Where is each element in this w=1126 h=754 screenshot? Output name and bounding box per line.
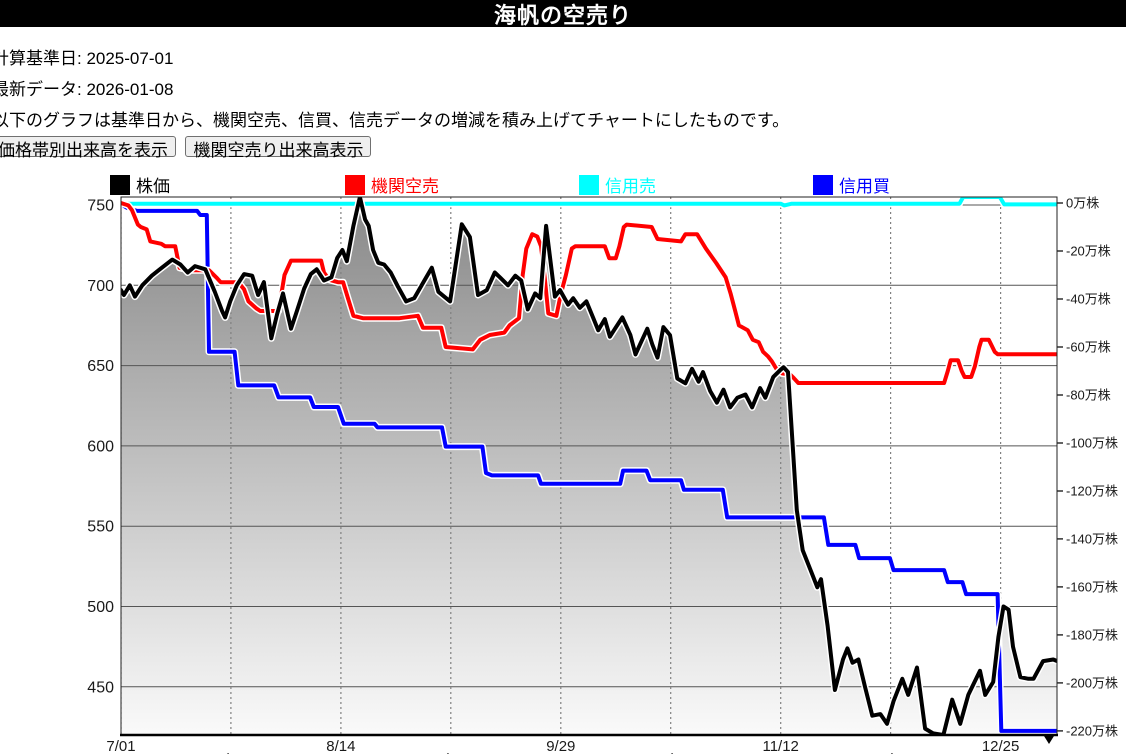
page-title: 海帆の空売り: [493, 3, 632, 28]
y-right-tick-label: -220万株: [1066, 723, 1118, 738]
y-right-tick-label: -180万株: [1066, 627, 1118, 642]
title-bar: 海帆の空売り: [0, 0, 1126, 28]
x-tick-label: 12/04: [872, 751, 910, 754]
x-tick-label: 9/29: [546, 738, 575, 754]
base-date-label: 計算基準日: 2025-07-01: [0, 49, 174, 68]
y-left-tick-label: 600: [87, 438, 114, 455]
y-right-tick-label: -140万株: [1066, 531, 1118, 546]
legend-item-margin-buy: 信用買: [813, 172, 890, 196]
y-left-tick-label: 500: [87, 599, 114, 616]
y-right-tick-label: -20万株: [1066, 244, 1111, 259]
y-right-tick-label: -160万株: [1066, 579, 1118, 594]
short-volume-button[interactable]: 機関空売り出来高表示: [185, 136, 372, 160]
legend-label: 信用売: [605, 177, 656, 196]
series-株価: [121, 197, 1057, 735]
y-right-tick-label: -80万株: [1066, 388, 1111, 403]
legend-item-margin-sell: 信用売: [579, 172, 656, 196]
y-left-tick-label: 650: [87, 358, 114, 375]
series-信用買: [121, 202, 1057, 733]
y-left-tick-label: 700: [87, 278, 114, 295]
y-right-tick-label: -100万株: [1066, 436, 1118, 451]
legend-label: 信用買: [839, 177, 890, 196]
y-right-tick-label: -120万株: [1066, 484, 1118, 499]
legend-label: 機関空売: [371, 177, 439, 196]
axis-end-marker: [1044, 736, 1054, 744]
y-right-tick-label: -200万株: [1066, 675, 1118, 690]
legend-item-institutional-short: 機関空売: [345, 172, 439, 196]
volume-by-price-button[interactable]: 価格帯別出来高を表示: [0, 136, 176, 160]
latest-data-label: 最新データ: 2026-01-08: [0, 80, 174, 99]
chart-description: 以下のグラフは基準日から、機関空売、信買、信売データの増減を積み上げてチャートに…: [0, 111, 790, 130]
y-left-tick-label: 550: [87, 519, 114, 536]
x-tick-label: 9/04: [436, 751, 465, 754]
institutional-short-swatch: [345, 174, 365, 195]
x-tick-label: 7/22: [216, 751, 245, 754]
x-tick-label: 10/21: [652, 751, 690, 754]
x-tick-label: 7/01: [106, 738, 135, 754]
series-信用売: [121, 197, 1057, 208]
x-tick-label: 11/12: [762, 738, 798, 754]
button-row: 価格帯別出来高を表示 機関空売り出来高表示: [0, 136, 376, 161]
y-right-tick-label: -40万株: [1066, 292, 1111, 307]
y-left-tick-label: 450: [87, 679, 114, 696]
y-right-tick-label: -60万株: [1066, 340, 1111, 355]
chart-legend: 株価 機関空売 信用売 信用買: [0, 172, 1126, 196]
margin-buy-swatch: [813, 174, 833, 195]
y-left-tick-label: 750: [87, 198, 114, 215]
x-tick-label: 12/25: [982, 738, 1020, 754]
legend-label: 株価: [136, 177, 170, 196]
margin-sell-swatch: [579, 174, 599, 195]
y-right-tick-label: 0万株: [1066, 196, 1099, 211]
legend-item-price: 株価: [110, 172, 170, 196]
x-tick-label: 8/14: [326, 738, 355, 754]
price-swatch: [110, 174, 130, 195]
